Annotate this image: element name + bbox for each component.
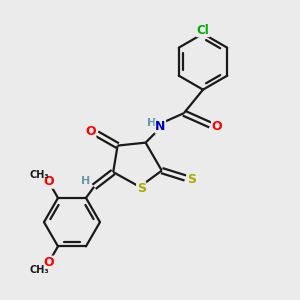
Text: S: S (137, 182, 146, 195)
Text: CH₃: CH₃ (30, 170, 49, 180)
Text: O: O (212, 120, 222, 133)
Text: O: O (44, 175, 55, 188)
Text: Cl: Cl (196, 24, 209, 37)
Text: O: O (44, 256, 55, 269)
Text: N: N (155, 120, 166, 133)
Text: H: H (147, 118, 157, 128)
Text: S: S (187, 173, 196, 186)
Text: CH₃: CH₃ (30, 265, 49, 275)
Text: O: O (85, 125, 96, 138)
Text: H: H (81, 176, 90, 186)
